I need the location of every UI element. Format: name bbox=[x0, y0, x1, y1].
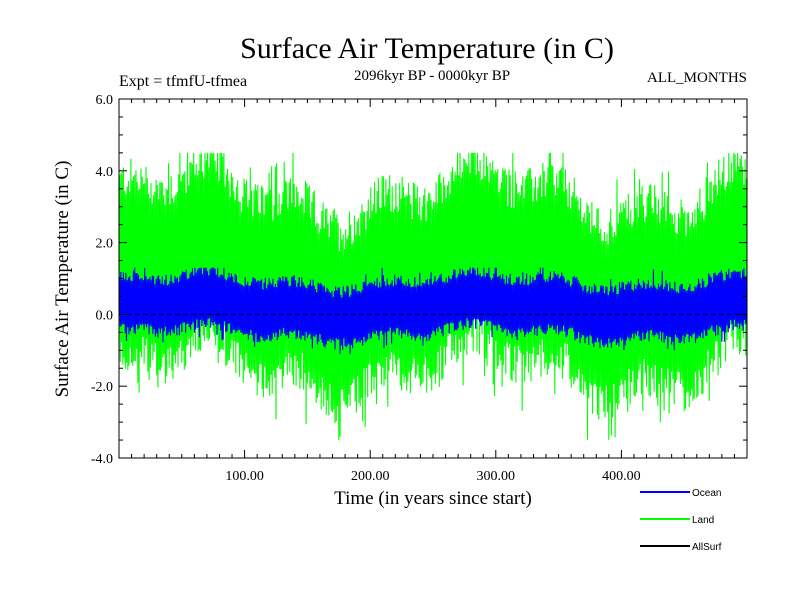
legend: Ocean Land AllSurf bbox=[640, 488, 722, 553]
months-label: ALL_MONTHS bbox=[647, 70, 747, 86]
axes: 100.00 200.00 300.00 400.00 -4.0 -2.0 0.0 2.0 4.… bbox=[91, 93, 747, 484]
chart-subtitle: 2096kyr BP - 0000kyr BP bbox=[354, 68, 510, 84]
y-tick-label: 6.0 bbox=[96, 93, 114, 108]
experiment-label: Expt = tfmfU-tfmea bbox=[119, 73, 247, 90]
x-tick-label: 400.00 bbox=[602, 469, 641, 484]
legend-label-allsurf: AllSurf bbox=[692, 542, 722, 553]
x-axis-label: Time (in years since start) bbox=[334, 488, 532, 509]
chart-title: Surface Air Temperature (in C) bbox=[240, 32, 614, 65]
y-tick-label: -4.0 bbox=[91, 452, 113, 467]
plot-area bbox=[119, 152, 748, 441]
y-axis-label: Surface Air Temperature (in C) bbox=[52, 161, 73, 398]
x-tick-label: 300.00 bbox=[477, 469, 516, 484]
x-tick-label: 200.00 bbox=[351, 469, 390, 484]
y-tick-label: 2.0 bbox=[96, 237, 114, 252]
y-tick-label: 0.0 bbox=[96, 308, 114, 323]
series-ocean bbox=[119, 267, 748, 354]
legend-label-land: Land bbox=[692, 515, 714, 526]
x-tick-label: 100.00 bbox=[225, 469, 264, 484]
legend-label-ocean: Ocean bbox=[692, 488, 721, 499]
y-tick-label: -2.0 bbox=[91, 380, 113, 395]
y-tick-label: 4.0 bbox=[96, 165, 114, 180]
